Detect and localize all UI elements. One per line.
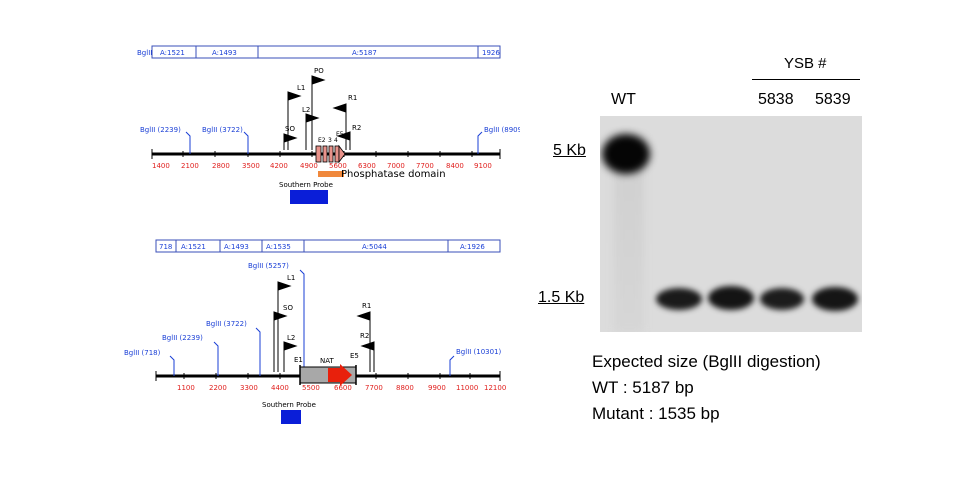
primer-labels: PO L1 L2 SO R1 R2 [285, 67, 361, 133]
svg-text:4200: 4200 [270, 162, 288, 170]
svg-text:11000: 11000 [456, 384, 478, 392]
band-lane2-1-5kb [656, 288, 702, 310]
southern-probe-label: Southern Probe [279, 181, 333, 189]
svg-text:7000: 7000 [387, 162, 405, 170]
lane-label-wt: WT [611, 91, 636, 108]
bglii-sites [185, 131, 483, 154]
size-marker-1-5kb: 1.5 Kb [538, 289, 585, 306]
lane-label-5838: 5838 [758, 91, 794, 108]
svg-text:R1: R1 [348, 94, 357, 102]
tick-labels: 1100 2200 3300 4400 5500 6600 7700 8800 … [177, 384, 506, 392]
svg-text:1100: 1100 [177, 384, 195, 392]
svg-text:6600: 6600 [334, 384, 352, 392]
fragment-bar: 718 A:1521 A:1493 A:1535 A:5044 A:1926 [155, 239, 501, 253]
svg-text:L2: L2 [287, 334, 295, 342]
svg-text:8800: 8800 [396, 384, 414, 392]
svg-text:4: 4 [334, 137, 338, 144]
band-lane3-1-5kb [708, 286, 754, 310]
southern-blot-image [600, 116, 862, 332]
top-gene-map: BglII A:1521 A:1493 A:5187 1926 1400 210… [137, 45, 520, 204]
fragment-label: A:1926 [460, 243, 485, 251]
svg-text:PO: PO [314, 67, 324, 75]
expected-wt: WT : 5187 bp [592, 378, 694, 397]
fragment-label: A:5044 [362, 243, 387, 251]
phosphatase-domain-bar [318, 171, 344, 177]
svg-text:3: 3 [328, 137, 332, 144]
band-wt-5kb [602, 134, 650, 174]
bglii-site-label: BglII (2239) [162, 334, 203, 342]
fragment-label: 718 [159, 243, 172, 251]
southern-probe-label: Southern Probe [262, 401, 316, 409]
size-marker-5kb: 5 Kb [553, 142, 586, 159]
svg-text:3300: 3300 [240, 384, 258, 392]
bglii-site-label: BglII (10301) [456, 348, 502, 356]
nat-marker-arrow [328, 364, 352, 386]
fragment-label: A:1521 [160, 49, 185, 57]
bglii-site-label: BglII (5257) [248, 262, 289, 270]
lane-label-5839: 5839 [815, 91, 851, 108]
fragment-label: A:1535 [266, 243, 291, 251]
svg-text:5500: 5500 [302, 384, 320, 392]
bglii-site-label: BglII (8909) [484, 126, 520, 134]
svg-text:4400: 4400 [271, 384, 289, 392]
svg-text:R2: R2 [352, 124, 361, 132]
fragment-label: BglII [137, 49, 152, 57]
axis-ticks [151, 149, 501, 159]
expected-title: Expected size (BglII digestion) [592, 352, 821, 371]
svg-text:12100: 12100 [484, 384, 506, 392]
bglii-site-label: BglII (718) [124, 349, 161, 357]
band-lane4-1-5kb [760, 288, 804, 310]
svg-text:SO: SO [285, 125, 295, 133]
fragment-label: A:1493 [224, 243, 249, 251]
svg-text:R2: R2 [360, 332, 369, 340]
primer-flags [273, 281, 375, 372]
svg-text:L2: L2 [302, 106, 310, 114]
svg-text:1400: 1400 [152, 162, 170, 170]
fragment-label: A:5187 [352, 49, 377, 57]
fragment-label: A:1493 [212, 49, 237, 57]
southern-probe [281, 410, 301, 424]
svg-text:R1: R1 [362, 302, 371, 310]
svg-text:E5: E5 [336, 131, 344, 138]
bglii-site-label: BglII (3722) [206, 320, 247, 328]
expected-mutant: Mutant : 1535 bp [592, 404, 720, 423]
fragment-label: A:1521 [181, 243, 206, 251]
phosphatase-domain-label: Phosphatase domain [341, 169, 446, 180]
fragment-label: 1926 [482, 49, 500, 57]
svg-text:9100: 9100 [474, 162, 492, 170]
tick-labels: 1400 2100 2800 3500 4200 4900 5600 6300 … [152, 162, 492, 170]
svg-text:2100: 2100 [181, 162, 199, 170]
primer-labels: L1 SO L2 R1 R2 [283, 274, 371, 342]
svg-text:8400: 8400 [446, 162, 464, 170]
nat-label: NAT [320, 357, 334, 365]
exon-label: E5 [350, 352, 359, 360]
svg-text:3500: 3500 [242, 162, 260, 170]
southern-probe [290, 190, 328, 204]
svg-text:9900: 9900 [428, 384, 446, 392]
svg-text:6300: 6300 [358, 162, 376, 170]
bglii-site-label: BglII (2239) [140, 126, 181, 134]
svg-text:5600: 5600 [329, 162, 347, 170]
bglii-site-label: BglII (3722) [202, 126, 243, 134]
bottom-gene-map: 718 A:1521 A:1493 A:1535 A:5044 A:1926 1… [124, 239, 506, 424]
svg-text:2200: 2200 [209, 384, 227, 392]
exon-labels: E2 3 4 E5 [318, 131, 344, 144]
ysb-group-label: YSB # [784, 55, 827, 72]
svg-text:SO: SO [283, 304, 293, 312]
svg-text:4900: 4900 [300, 162, 318, 170]
svg-text:E2: E2 [318, 137, 326, 144]
band-lane5-1-5kb [812, 287, 858, 311]
primer-flags [283, 75, 351, 150]
exon-label: E1 [294, 356, 303, 364]
svg-text:L1: L1 [297, 84, 305, 92]
svg-text:L1: L1 [287, 274, 295, 282]
bglii-sites [169, 269, 455, 376]
exon-blocks [315, 144, 346, 164]
svg-text:2800: 2800 [212, 162, 230, 170]
svg-text:7700: 7700 [365, 384, 383, 392]
ysb-group-underline [752, 79, 860, 80]
fragment-bar: BglII A:1521 A:1493 A:5187 1926 [137, 45, 501, 59]
svg-text:7700: 7700 [416, 162, 434, 170]
